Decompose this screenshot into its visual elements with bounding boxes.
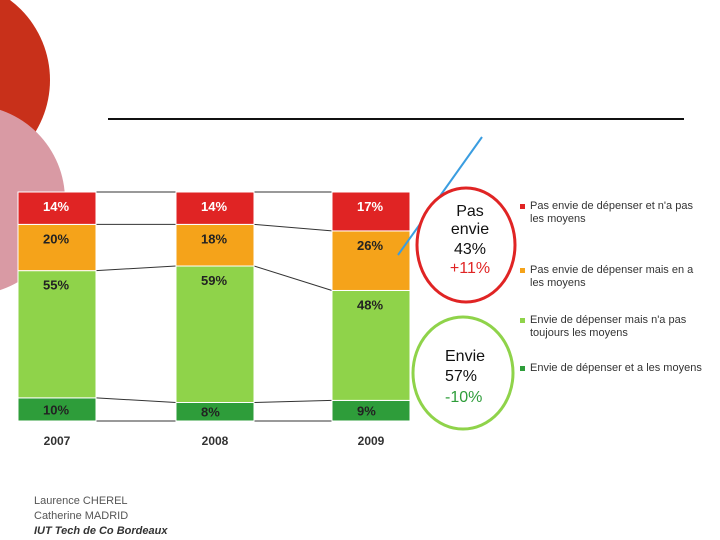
author-name: Catherine MADRID bbox=[34, 510, 129, 522]
legend-label: Envie de dépenser mais n'a pas toujours … bbox=[530, 314, 687, 339]
segment-connector-line bbox=[253, 265, 333, 291]
envie-share: 57% bbox=[445, 368, 477, 385]
pas-envie-bubble bbox=[415, 186, 517, 304]
segment-connector-line bbox=[95, 265, 177, 272]
bar-segment bbox=[331, 230, 411, 291]
legend-swatch-icon bbox=[520, 204, 525, 209]
organization-name: IUT Tech de Co Bordeaux bbox=[34, 525, 168, 537]
bar-value-label: 17% bbox=[357, 199, 383, 214]
bar-value-label: 26% bbox=[357, 238, 383, 253]
x-tick-label: 2008 bbox=[202, 434, 229, 448]
legend-item: Pas envie de dépenser et n'a pas les moy… bbox=[520, 200, 710, 226]
pas-envie-change: +11% bbox=[450, 260, 490, 277]
legend-swatch-icon bbox=[520, 318, 525, 323]
pas-envie-subtitle: envie bbox=[451, 221, 489, 238]
bar-value-label: 20% bbox=[43, 231, 69, 246]
bar-value-label: 9% bbox=[357, 404, 376, 419]
bar-value-label: 59% bbox=[201, 273, 227, 288]
bar-value-label: 14% bbox=[201, 199, 227, 214]
bar-segment bbox=[331, 191, 411, 232]
legend-label: Envie de dépenser et a les moyens bbox=[530, 362, 702, 374]
bar-value-label: 18% bbox=[201, 231, 227, 246]
bar-value-label: 14% bbox=[43, 199, 69, 214]
legend-item: Envie de dépenser mais n'a pas toujours … bbox=[520, 314, 710, 340]
bar-value-label: 48% bbox=[357, 297, 383, 312]
segment-connector-line bbox=[253, 399, 333, 403]
envie-title: Envie bbox=[445, 348, 485, 365]
bar-value-label: 10% bbox=[43, 402, 69, 417]
legend-label: Pas envie de dépenser et n'a pas les moy… bbox=[530, 200, 693, 225]
chart-legend: Pas envie de dépenser et n'a pas les moy… bbox=[520, 200, 710, 393]
bar-segment bbox=[175, 223, 255, 267]
legend-item: Pas envie de dépenser mais en a les moye… bbox=[520, 264, 710, 290]
pas-envie-title: Pas bbox=[456, 203, 484, 220]
x-tick-label: 2009 bbox=[358, 434, 385, 448]
credits: Laurence CHEREL Catherine MADRID IUT Tec… bbox=[34, 494, 167, 539]
bar-segment bbox=[175, 265, 255, 403]
legend-item: Envie de dépenser et a les moyens bbox=[520, 362, 710, 375]
x-tick-label: 2007 bbox=[44, 434, 71, 448]
author-name: Laurence CHEREL bbox=[34, 495, 128, 507]
bar-value-label: 8% bbox=[201, 405, 220, 420]
bar-value-label: 55% bbox=[43, 278, 69, 293]
bar-segment bbox=[175, 191, 255, 225]
envie-bubble bbox=[411, 315, 515, 431]
envie-change: -10% bbox=[445, 389, 482, 406]
segment-connector-line bbox=[253, 223, 333, 232]
legend-swatch-icon bbox=[520, 268, 525, 273]
bar-segment bbox=[17, 191, 97, 225]
legend-label: Pas envie de dépenser mais en a les moye… bbox=[530, 264, 694, 289]
legend-swatch-icon bbox=[520, 366, 525, 371]
segment-connector-line bbox=[95, 397, 177, 403]
pas-envie-share: 43% bbox=[454, 241, 486, 258]
